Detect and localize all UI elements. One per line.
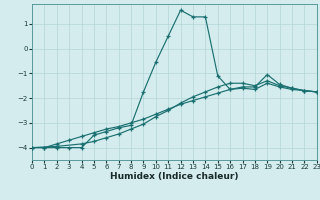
X-axis label: Humidex (Indice chaleur): Humidex (Indice chaleur) <box>110 172 239 181</box>
